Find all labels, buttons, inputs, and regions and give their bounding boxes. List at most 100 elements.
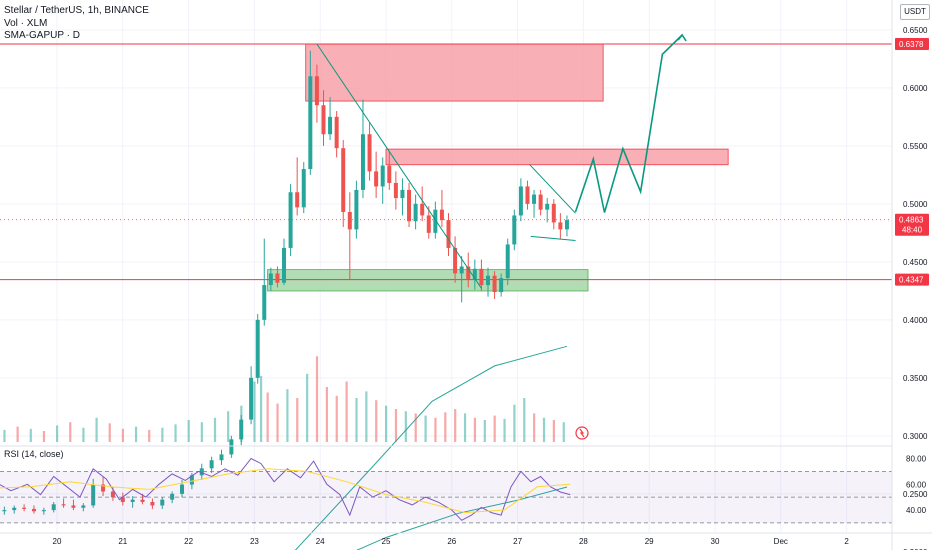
volume-bar bbox=[365, 391, 368, 442]
price-label-tag bbox=[895, 273, 929, 286]
horizontal-line-layer bbox=[0, 43, 892, 281]
candle-body bbox=[360, 134, 365, 190]
zone-rect bbox=[305, 43, 604, 102]
time-tick-label: 23 bbox=[250, 537, 259, 546]
candle-body bbox=[367, 134, 372, 172]
volume-bar bbox=[253, 381, 256, 442]
projection-arrowhead bbox=[677, 33, 687, 42]
rsi-tick-label: 60.00 bbox=[906, 480, 927, 489]
candle-body bbox=[420, 203, 425, 216]
volume-bar bbox=[375, 400, 378, 442]
volume-bar bbox=[286, 389, 289, 442]
candle-body bbox=[499, 278, 504, 293]
candle-body bbox=[301, 169, 306, 208]
time-tick-label: Dec bbox=[774, 537, 788, 546]
zone-rect bbox=[267, 269, 589, 292]
candle-body bbox=[229, 439, 234, 455]
candle-body bbox=[485, 275, 490, 286]
candle-body bbox=[545, 203, 550, 210]
rsi-tick-label: 80.00 bbox=[906, 455, 927, 464]
candle-layer bbox=[2, 50, 569, 515]
time-tick-label: 25 bbox=[382, 537, 391, 546]
candle-body bbox=[199, 468, 204, 476]
rsi-tick-label: 40.00 bbox=[906, 506, 927, 515]
price-tick-label: 0.3000 bbox=[903, 432, 928, 441]
candle-body bbox=[479, 268, 484, 286]
volume-bar bbox=[69, 422, 72, 442]
time-tick-label: 22 bbox=[184, 537, 193, 546]
candle-body bbox=[538, 194, 543, 210]
candle-body bbox=[180, 484, 185, 494]
time-tick-label: 21 bbox=[118, 537, 127, 546]
price-label-tag bbox=[895, 38, 929, 50]
candle-body bbox=[209, 460, 214, 469]
trendline bbox=[530, 235, 576, 241]
candle-body bbox=[393, 182, 398, 199]
candle-body bbox=[321, 105, 326, 135]
candle-body bbox=[558, 222, 563, 230]
volume-bar bbox=[174, 424, 177, 442]
candle-body bbox=[525, 186, 530, 204]
volume-bar bbox=[161, 427, 164, 442]
price-label-text: 0.6378 bbox=[899, 40, 924, 49]
candle-body bbox=[22, 507, 27, 509]
price-axis[interactable]: 0.6500 0.6000 0.5500 0.5000 0.4500 0.4000 0.35… bbox=[903, 26, 928, 550]
time-axis[interactable]: 20 21 22 23 24 25 26 27 28 29 30 Dec 2 bbox=[53, 537, 850, 546]
time-tick-label: 26 bbox=[447, 537, 456, 546]
projection-layer bbox=[574, 33, 687, 213]
volume-bar bbox=[108, 423, 111, 442]
volume-bar bbox=[493, 415, 496, 442]
volume-bar bbox=[385, 405, 388, 442]
volume-bar bbox=[463, 413, 467, 442]
volume-bar bbox=[355, 398, 358, 442]
volume-bar bbox=[148, 429, 151, 442]
candle-body bbox=[374, 171, 379, 187]
sma-legend[interactable]: SMA-GAPUP · D bbox=[4, 30, 80, 41]
volume-bar bbox=[56, 425, 59, 442]
candle-body bbox=[150, 501, 155, 506]
rsi-line bbox=[0, 457, 571, 521]
candle-body bbox=[71, 505, 76, 508]
volume-bar bbox=[134, 426, 138, 442]
candle-body bbox=[81, 505, 86, 508]
volume-bar bbox=[533, 413, 536, 442]
candle-body bbox=[551, 203, 556, 223]
volume-bar bbox=[306, 373, 309, 442]
time-tick-label: 2 bbox=[844, 537, 849, 546]
sma-line bbox=[294, 345, 568, 550]
candle-body bbox=[255, 319, 260, 378]
volume-bar bbox=[414, 413, 417, 442]
candle-body bbox=[249, 377, 254, 420]
candle-body bbox=[314, 76, 319, 106]
candle-body bbox=[387, 165, 392, 183]
alert-icon[interactable] bbox=[575, 426, 589, 440]
volume-bar bbox=[345, 381, 348, 442]
volume-bar bbox=[454, 409, 457, 442]
candle-body bbox=[282, 247, 287, 283]
trendline bbox=[529, 163, 576, 214]
projection-path bbox=[574, 34, 683, 213]
volume-bar bbox=[325, 387, 328, 442]
volume-bar bbox=[483, 420, 486, 442]
candle-body bbox=[51, 504, 56, 511]
candle-body bbox=[446, 220, 451, 248]
volume-bar bbox=[513, 404, 516, 442]
candle-body bbox=[170, 493, 175, 500]
candle-body bbox=[512, 215, 517, 245]
volume-bar bbox=[16, 426, 19, 442]
candle-body bbox=[31, 508, 36, 512]
candle-body bbox=[295, 192, 300, 208]
candle-body bbox=[400, 189, 405, 199]
volume-bar bbox=[434, 417, 437, 442]
candle-body bbox=[426, 215, 431, 233]
currency-unit-button[interactable]: USDT bbox=[900, 4, 930, 20]
rsi-legend[interactable]: RSI (14, close) bbox=[4, 449, 64, 459]
price-tick-label: 0.4500 bbox=[903, 258, 928, 267]
volume-bar bbox=[213, 417, 217, 442]
symbol-title[interactable]: Stellar / TetherUS, 1h, BINANCE bbox=[4, 5, 149, 16]
candle-body bbox=[12, 507, 17, 511]
volume-legend[interactable]: Vol · XLM bbox=[4, 18, 48, 29]
trendline bbox=[316, 43, 482, 289]
volume-bar bbox=[542, 417, 546, 442]
